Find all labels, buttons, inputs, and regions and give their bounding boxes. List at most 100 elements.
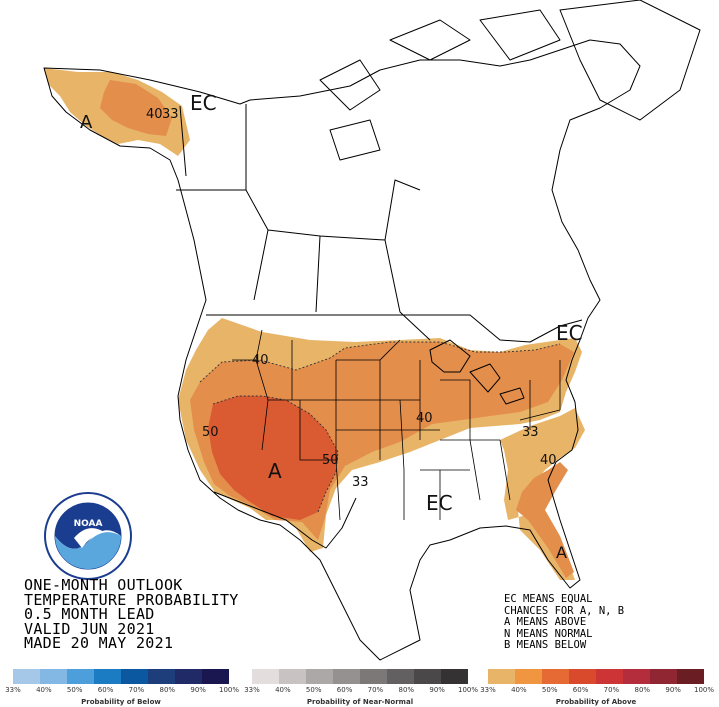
greenland [559, 0, 701, 121]
legend-swatch [40, 669, 67, 684]
legend-swatch [623, 669, 650, 684]
label-40-alaska: 40 [146, 107, 163, 122]
legend-swatch [306, 669, 333, 684]
key-line-3: A MEANS ABOVE [504, 616, 587, 629]
label-33-southeast: 33 [522, 425, 539, 440]
map-labels: EC A 40 33 EC 40 50 A 50 40 33 40 33 EC … [80, 91, 583, 562]
legend-tick: 40% [511, 686, 527, 694]
legend-tick: 80% [159, 686, 176, 694]
legend-swatch [569, 669, 596, 684]
legend-swatch [488, 669, 515, 684]
above-se-region [500, 408, 585, 580]
legend-tick: 50% [305, 686, 322, 694]
legend-swatch [175, 669, 202, 684]
label-40-southeast: 40 [540, 453, 557, 468]
legend-tick: 90% [190, 686, 206, 694]
legend-below: 33% 40% 50% 60% 70% 80% 90% 100% Probability of… [5, 669, 239, 707]
legend-swatch [67, 669, 94, 684]
legend-tick: 100% [693, 686, 715, 694]
legend-tick: 40% [275, 686, 291, 694]
legend-tick: 100% [457, 686, 479, 694]
contour-50 [212, 395, 339, 513]
us-canada-border [206, 314, 583, 343]
title-line-1: ONE-MONTH OUTLOOK [24, 576, 183, 594]
label-a-southwest: A [268, 459, 282, 483]
legend-near-normal: 33% 40% 50% 60% 70% 80% 90% 100% Probability of… [244, 669, 478, 707]
label-a-florida: A [556, 543, 567, 562]
coastline [43, 39, 641, 661]
great-lakes [429, 339, 525, 405]
legend-swatch [542, 669, 569, 684]
legend-tick: 40% [36, 686, 52, 694]
arctic-islands [319, 9, 561, 161]
legend-caption: Probability of Below [81, 698, 161, 706]
boundaries [43, 0, 701, 661]
legend-tick: 33% [244, 686, 260, 694]
legend-swatch [94, 669, 121, 684]
legend-swatch [650, 669, 677, 684]
state-lines [232, 329, 561, 521]
legend-swatch [441, 669, 468, 684]
noaa-logo-text: NOAA [74, 519, 103, 529]
legend-tick: 60% [336, 686, 353, 694]
noaa-logo-icon: NOAA [44, 492, 132, 580]
label-a-alaska: A [80, 112, 93, 133]
legend-tick: 80% [398, 686, 415, 694]
legend-above: 33% 40% 50% 60% 70% 80% 90% 100% Probability of… [480, 669, 714, 707]
legend-swatch [414, 669, 441, 684]
legend-swatch [333, 669, 360, 684]
label-50-plains: 50 [322, 453, 339, 468]
outlook-title: ONE-MONTH OUTLOOK TEMPERATURE PROBABILITY… [24, 578, 239, 651]
legend-swatch [13, 669, 40, 684]
legend-caption: Probability of Above [555, 698, 637, 706]
key-line-4: N MEANS NORMAL [504, 627, 593, 640]
legend-caption: Probability of Near-Normal [306, 698, 414, 706]
legend-tick: 50% [541, 686, 558, 694]
alaska-canada-border [179, 105, 187, 177]
contours [199, 341, 561, 513]
legend-swatch [121, 669, 148, 684]
key-line-5: B MEANS BELOW [504, 639, 587, 652]
legend-tick: 60% [572, 686, 589, 694]
legend-tick: 70% [128, 686, 145, 694]
legend-swatch [515, 669, 542, 684]
legend-tick: 100% [218, 686, 240, 694]
legend-tick: 33% [5, 686, 21, 694]
legend-swatch [360, 669, 387, 684]
label-33-texas: 33 [352, 475, 369, 490]
legend-tick: 60% [97, 686, 114, 694]
key-line-1: EC MEANS EQUAL [504, 593, 593, 605]
legend-swatch [677, 669, 704, 684]
above-se-40-region [516, 462, 574, 578]
title-line-5: MADE 20 MAY 2021 [24, 634, 174, 653]
legend-tick: 90% [665, 686, 681, 694]
legend-swatch [252, 669, 279, 684]
above-alaska-40-region [100, 80, 172, 136]
legend-swatch [279, 669, 306, 684]
legend-swatch [387, 669, 414, 684]
above-50-region [208, 396, 338, 520]
legend-tick: 50% [66, 686, 83, 694]
label-ec-northeast: EC [556, 321, 583, 345]
legend-tick: 33% [480, 686, 496, 694]
label-ec-alaska: EC [190, 91, 217, 115]
legend-tick: 90% [429, 686, 445, 694]
title-line-3: 0.5 MONTH LEAD [24, 605, 155, 624]
legend-tick: 80% [634, 686, 651, 694]
key-line-2: CHANCES FOR A, N, B [504, 604, 625, 617]
label-40-northwest: 40 [252, 353, 269, 368]
label-50-west: 50 [202, 425, 219, 440]
label-33-alaska: 33 [162, 107, 179, 122]
canada-provinces [176, 104, 431, 341]
legend-swatch [596, 669, 623, 684]
us-mexico-border [213, 491, 357, 549]
legend-swatch [202, 669, 229, 684]
legend-tick: 70% [367, 686, 384, 694]
label-40-midwest: 40 [416, 411, 433, 426]
title-line-2: TEMPERATURE PROBABILITY [24, 590, 239, 609]
title-line-4: VALID JUN 2021 [24, 619, 155, 638]
label-ec-south: EC [426, 491, 453, 515]
legend-tick: 70% [603, 686, 620, 694]
